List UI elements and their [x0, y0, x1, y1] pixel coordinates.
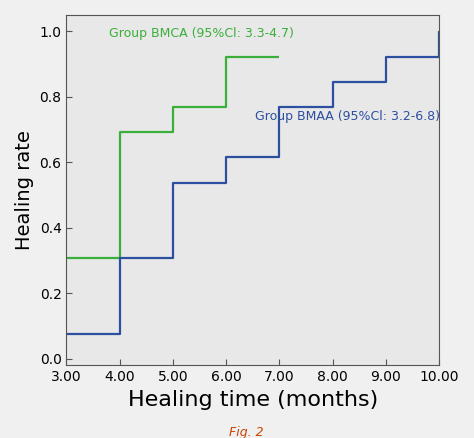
Text: Fig. 2: Fig. 2 [229, 426, 264, 438]
Text: Group BMCA (95%Cl: 3.3-4.7): Group BMCA (95%Cl: 3.3-4.7) [109, 27, 294, 39]
Text: Group BMAA (95%Cl: 3.2-6.8): Group BMAA (95%Cl: 3.2-6.8) [255, 110, 440, 123]
Y-axis label: Healing rate: Healing rate [15, 130, 34, 250]
X-axis label: Healing time (months): Healing time (months) [128, 390, 378, 410]
